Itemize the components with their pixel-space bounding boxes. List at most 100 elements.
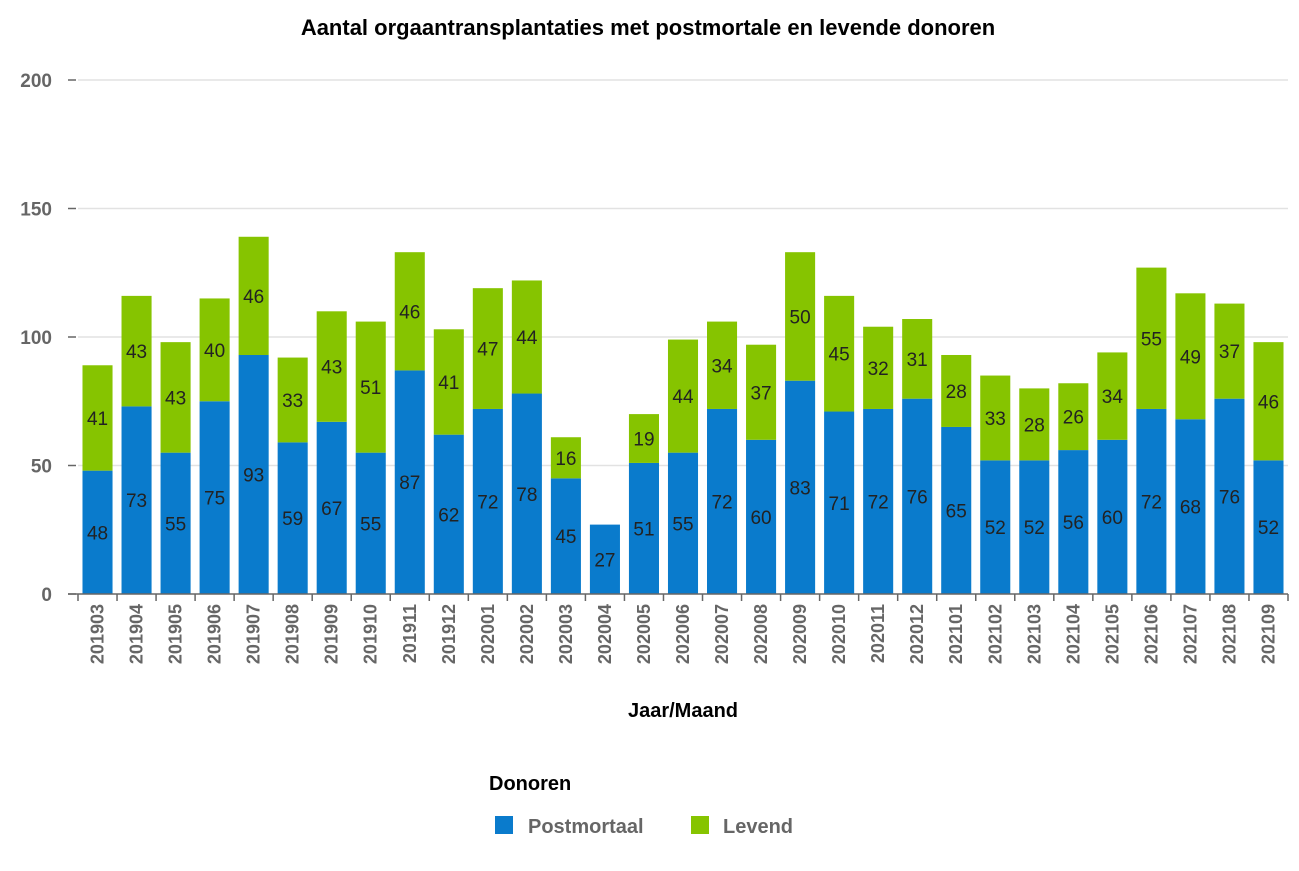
bar-levend-202008[interactable] bbox=[746, 344, 777, 440]
bar-levend-201905[interactable] bbox=[160, 342, 191, 453]
bar-group-202105[interactable]: 60 34 bbox=[1097, 352, 1128, 594]
bar-levend-202011[interactable] bbox=[863, 326, 894, 409]
bar-postmortaal-202012[interactable] bbox=[902, 398, 933, 594]
bar-levend-202006[interactable] bbox=[667, 339, 699, 453]
bar-postmortaal-202107[interactable] bbox=[1175, 419, 1206, 594]
bar-postmortaal-202004[interactable] bbox=[589, 524, 620, 594]
bar-postmortaal-201911[interactable] bbox=[394, 370, 425, 594]
bar-postmortaal-202109[interactable] bbox=[1253, 460, 1284, 594]
bar-postmortaal-202009[interactable] bbox=[785, 380, 816, 594]
bar-levend-202001[interactable] bbox=[472, 288, 503, 409]
bar-levend-201912[interactable] bbox=[433, 329, 464, 435]
bar-group-201906[interactable]: 75 40 bbox=[199, 298, 230, 594]
bar-postmortaal-202103[interactable] bbox=[1019, 460, 1050, 594]
bar-levend-202012[interactable] bbox=[902, 319, 933, 399]
bar-postmortaal-201906[interactable] bbox=[199, 401, 230, 594]
bar-group-202106[interactable]: 72 55 bbox=[1136, 267, 1167, 594]
bar-postmortaal-202008[interactable] bbox=[746, 439, 777, 594]
bar-postmortaal-201909[interactable] bbox=[316, 421, 347, 594]
bar-group-202108[interactable]: 76 37 bbox=[1214, 303, 1245, 594]
bar-postmortaal-202104[interactable] bbox=[1058, 450, 1089, 594]
bar-group-202101[interactable]: 65 28 bbox=[941, 354, 972, 594]
bar-group-201911[interactable]: 87 46 bbox=[394, 252, 425, 594]
bar-postmortaal-202006[interactable] bbox=[667, 452, 699, 594]
bar-group-202012[interactable]: 76 31 bbox=[902, 319, 933, 594]
bar-levend-202010[interactable] bbox=[824, 295, 855, 412]
bar-levend-202009[interactable] bbox=[785, 252, 816, 381]
bar-postmortaal-202003[interactable] bbox=[550, 478, 581, 594]
bar-group-202008[interactable]: 60 37 bbox=[746, 344, 777, 594]
bar-levend-202101[interactable] bbox=[941, 354, 972, 427]
bar-postmortaal-201908[interactable] bbox=[277, 442, 308, 594]
data-label-postmortaal-202007: 72 bbox=[711, 492, 732, 513]
bar-levend-202003[interactable] bbox=[550, 437, 581, 479]
bar-levend-202007[interactable] bbox=[707, 321, 738, 409]
x-tick-label: 202002 bbox=[517, 604, 537, 664]
bar-levend-202104[interactable] bbox=[1058, 383, 1089, 451]
bar-group-201907[interactable]: 93 46 bbox=[238, 236, 269, 594]
bar-group-201904[interactable]: 73 43 bbox=[121, 295, 152, 594]
bar-group-202102[interactable]: 52 33 bbox=[980, 375, 1011, 594]
bar-group-201910[interactable]: 55 51 bbox=[355, 321, 386, 594]
bar-postmortaal-202011[interactable] bbox=[863, 408, 894, 594]
bar-levend-201906[interactable] bbox=[199, 298, 230, 402]
bar-levend-201910[interactable] bbox=[355, 321, 386, 453]
bar-postmortaal-201912[interactable] bbox=[433, 434, 464, 594]
bar-levend-202002[interactable] bbox=[511, 280, 542, 394]
bar-postmortaal-202007[interactable] bbox=[707, 408, 738, 594]
bar-levend-202103[interactable] bbox=[1019, 388, 1050, 461]
bar-group-201912[interactable]: 62 41 bbox=[433, 329, 464, 594]
bar-levend-201907[interactable] bbox=[238, 236, 269, 355]
bar-postmortaal-202005[interactable] bbox=[628, 462, 659, 594]
bar-group-201903[interactable]: 48 41 bbox=[82, 365, 113, 594]
bar-group-202011[interactable]: 72 32 bbox=[863, 326, 894, 594]
bar-group-201908[interactable]: 59 33 bbox=[277, 357, 308, 594]
bar-group-202006[interactable]: 55 44 bbox=[667, 339, 699, 594]
bar-postmortaal-201903[interactable] bbox=[82, 470, 113, 594]
bar-levend-202106[interactable] bbox=[1136, 267, 1167, 409]
bar-postmortaal-202010[interactable] bbox=[824, 411, 855, 594]
bar-group-202001[interactable]: 72 47 bbox=[472, 288, 503, 594]
bar-postmortaal-202106[interactable] bbox=[1136, 408, 1167, 594]
bar-postmortaal-202001[interactable] bbox=[472, 408, 503, 594]
bar-group-202002[interactable]: 78 44 bbox=[511, 280, 542, 594]
bar-postmortaal-201910[interactable] bbox=[355, 452, 386, 594]
bar-group-202007[interactable]: 72 34 bbox=[707, 321, 738, 594]
bar-levend-202107[interactable] bbox=[1175, 293, 1206, 420]
data-label-levend-202103: 28 bbox=[1024, 415, 1045, 436]
data-label-postmortaal-202008: 60 bbox=[750, 508, 771, 529]
bar-levend-202109[interactable] bbox=[1253, 342, 1284, 461]
bar-group-202107[interactable]: 68 49 bbox=[1175, 293, 1206, 594]
legend-item-postmortaal[interactable]: Postmortaal bbox=[495, 816, 644, 838]
bar-levend-201909[interactable] bbox=[316, 311, 347, 422]
bar-group-202109[interactable]: 52 46 bbox=[1253, 342, 1284, 594]
legend-item-levend[interactable]: Levend bbox=[691, 816, 793, 838]
bar-group-202004[interactable]: 27 bbox=[589, 524, 620, 594]
bar-postmortaal-202108[interactable] bbox=[1214, 398, 1245, 594]
bar-group-202005[interactable]: 51 19 bbox=[628, 414, 659, 594]
bar-levend-201903[interactable] bbox=[82, 365, 113, 471]
bar-group-201909[interactable]: 67 43 bbox=[316, 311, 347, 594]
bar-levend-202005[interactable] bbox=[628, 414, 659, 463]
bar-postmortaal-201907[interactable] bbox=[238, 354, 269, 594]
bar-group-202003[interactable]: 45 16 bbox=[550, 437, 581, 594]
bar-postmortaal-202102[interactable] bbox=[980, 460, 1011, 594]
bar-postmortaal-201905[interactable] bbox=[160, 452, 191, 594]
bar-levend-202102[interactable] bbox=[980, 375, 1011, 461]
bar-levend-202108[interactable] bbox=[1214, 303, 1245, 399]
bar-postmortaal-201904[interactable] bbox=[121, 406, 152, 594]
bar-postmortaal-202101[interactable] bbox=[941, 426, 972, 594]
bar-levend-202105[interactable] bbox=[1097, 352, 1128, 440]
bar-group-202103[interactable]: 52 28 bbox=[1019, 388, 1050, 594]
bar-group-202010[interactable]: 71 45 bbox=[824, 295, 855, 594]
bar-group-201905[interactable]: 55 43 bbox=[160, 342, 191, 594]
bar-postmortaal-202105[interactable] bbox=[1097, 439, 1128, 594]
data-label-levend-201909: 43 bbox=[321, 358, 342, 379]
data-label-levend-202008: 37 bbox=[750, 383, 771, 404]
bar-group-202009[interactable]: 83 50 bbox=[785, 252, 816, 594]
bar-group-202104[interactable]: 56 26 bbox=[1058, 383, 1089, 594]
bar-postmortaal-202002[interactable] bbox=[511, 393, 542, 594]
bar-levend-201904[interactable] bbox=[121, 295, 152, 407]
bar-levend-201911[interactable] bbox=[394, 252, 425, 371]
bar-levend-201908[interactable] bbox=[277, 357, 308, 443]
